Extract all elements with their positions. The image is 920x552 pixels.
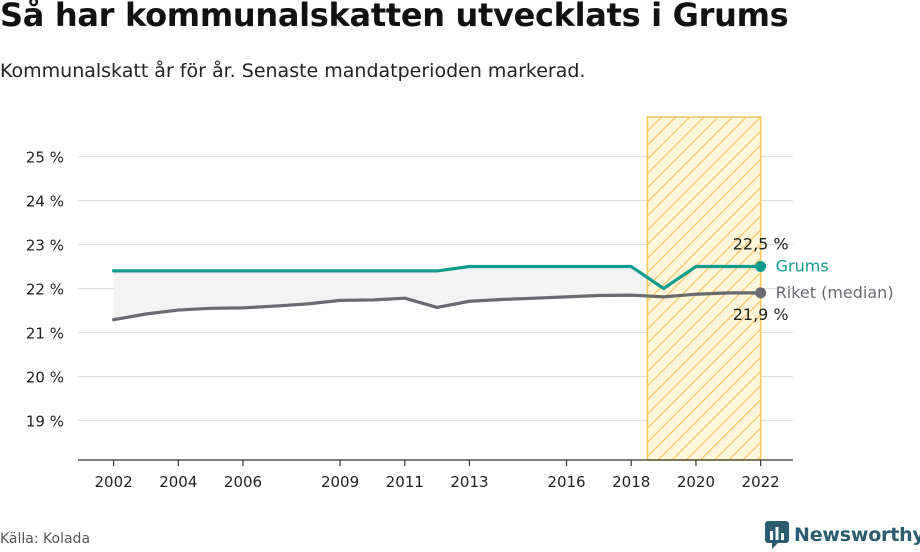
series-value-label: 21,9 % [733, 305, 789, 324]
x-tick-label: 2002 [94, 473, 132, 491]
newsworthy-logo-icon [765, 521, 789, 549]
x-tick-label: 2004 [159, 473, 197, 491]
series-line-riket [111, 291, 763, 322]
difference-band [113, 266, 761, 320]
y-tick-label: 19 % [26, 412, 64, 430]
x-tick-label: 2022 [742, 473, 780, 491]
x-tick-label: 2011 [386, 473, 424, 491]
y-tick-label: 20 % [26, 368, 64, 386]
y-tick-label: 25 % [26, 149, 64, 167]
series-name-label: Grums [776, 257, 829, 276]
series-line-grums [111, 264, 763, 291]
y-tick-label: 23 % [26, 237, 64, 255]
y-tick-label: 22 % [26, 281, 64, 299]
axes: 19 % 20 % 21 % 22 % 23 % 24 % 25 % 2002 2004 2006… [26, 149, 793, 491]
series-labels: Grums 22,5 % Riket (median) 21,9 % [733, 235, 894, 324]
series-endpoint [755, 261, 767, 273]
y-tick-label: 21 % [26, 324, 64, 342]
series-value-label: 22,5 % [733, 235, 789, 254]
series-name-label: Riket (median) [776, 283, 894, 302]
brand-name: Newsworthy [794, 524, 920, 546]
x-tick-label: 2009 [321, 473, 359, 491]
chart-title: Så har kommunalskatten utvecklats i Grum… [0, 0, 789, 34]
series [111, 261, 767, 322]
series-gap-band [113, 266, 761, 320]
x-tick-label: 2006 [224, 473, 262, 491]
source-note: Källa: Kolada [0, 531, 91, 547]
x-tick-label: 2018 [612, 473, 650, 491]
series-endpoint [755, 287, 767, 299]
x-tick-label: 2020 [677, 473, 715, 491]
brand-logo: Newsworthy [764, 520, 920, 550]
x-tick-label: 2016 [547, 473, 585, 491]
x-tick-label: 2013 [450, 473, 488, 491]
chart-subtitle: Kommunalskatt år för år. Senaste mandatp… [0, 60, 586, 82]
y-tick-label: 24 % [26, 193, 64, 211]
